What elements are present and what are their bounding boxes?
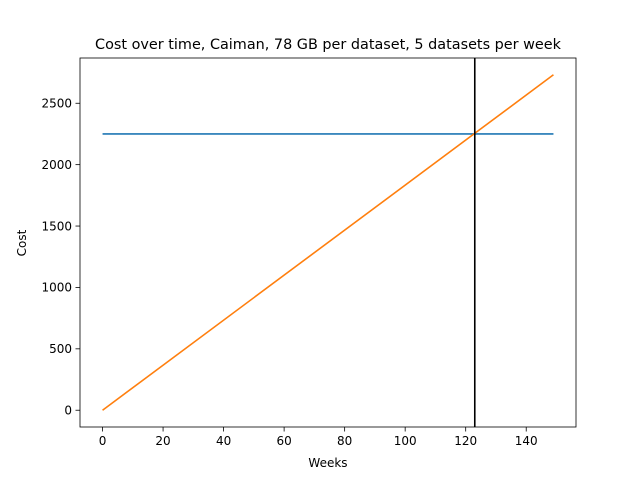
x-axis-label: Weeks <box>308 456 347 470</box>
x-tick-label: 20 <box>155 434 170 448</box>
y-tick-label: 2000 <box>41 158 72 172</box>
x-tick-label: 40 <box>216 434 231 448</box>
plot-area <box>79 57 577 428</box>
x-axis-ticks: 0 20 40 60 80 100 120 140 <box>99 427 538 448</box>
x-tick-label: 120 <box>454 434 477 448</box>
chart-title: Cost over time, Caiman, 78 GB per datase… <box>95 37 562 53</box>
y-tick-label: 0 <box>64 404 72 418</box>
y-tick-label: 1500 <box>41 219 72 233</box>
y-tick-label: 2500 <box>41 97 72 111</box>
x-tick-label: 140 <box>515 434 538 448</box>
axes-frame <box>79 57 577 428</box>
y-tick-label: 500 <box>49 342 72 356</box>
x-tick-label: 60 <box>276 434 291 448</box>
y-axis-label: Cost <box>15 229 29 256</box>
y-tick-label: 1000 <box>41 281 72 295</box>
y-axis-ticks: 0 500 1000 1500 2000 2500 <box>41 97 80 418</box>
x-tick-label: 100 <box>394 434 417 448</box>
series-line-1 <box>102 74 554 411</box>
x-tick-label: 0 <box>99 434 107 448</box>
x-tick-label: 80 <box>337 434 352 448</box>
